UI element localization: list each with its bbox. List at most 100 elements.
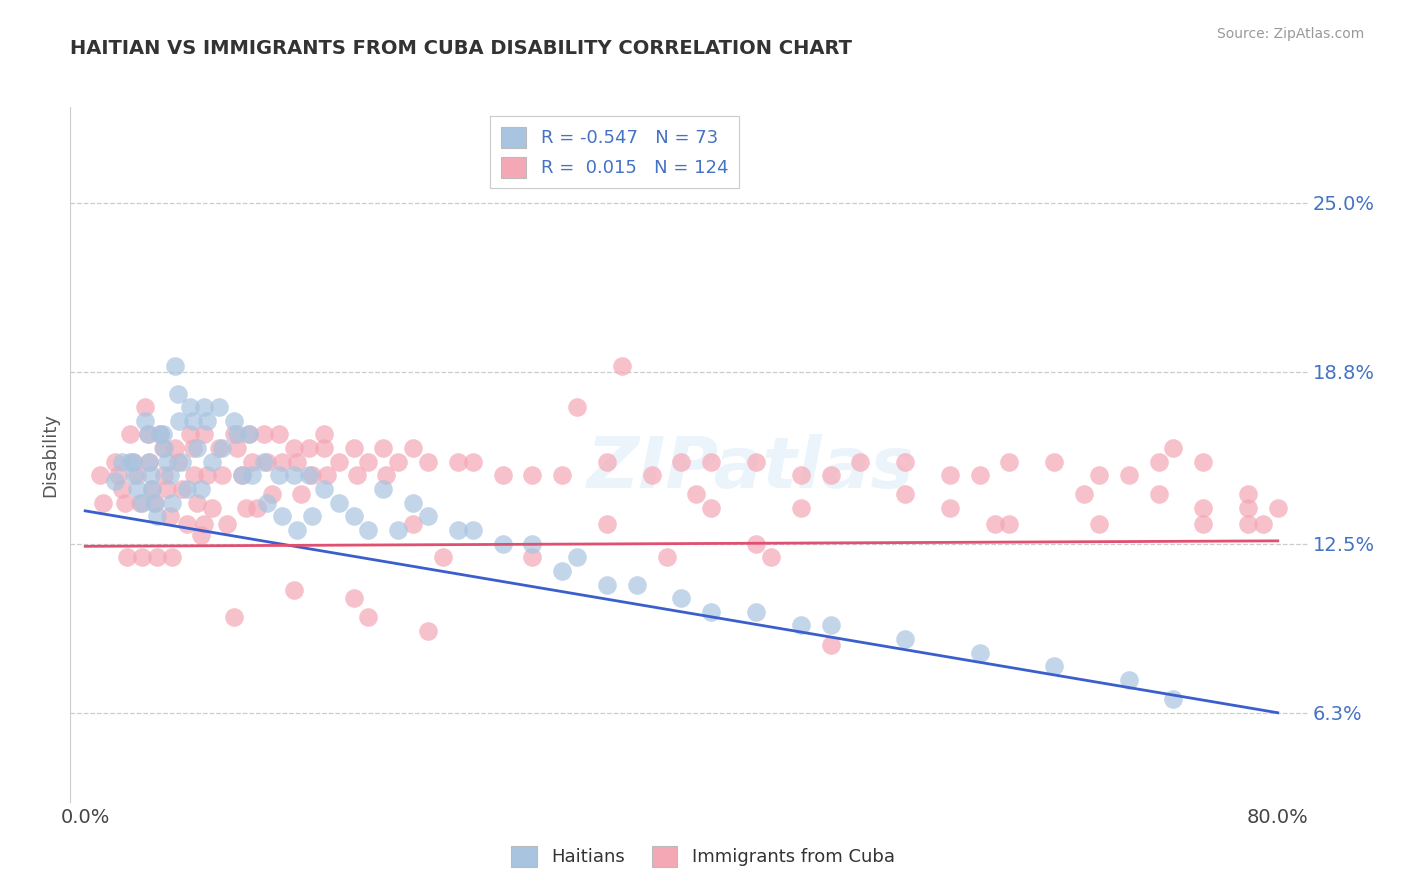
Point xyxy=(759,550,782,565)
Point xyxy=(596,517,619,532)
Point xyxy=(104,474,127,488)
Point xyxy=(271,509,294,524)
Point xyxy=(939,468,962,483)
Point xyxy=(134,414,156,428)
Point xyxy=(1237,517,1260,532)
Point xyxy=(461,523,484,537)
Legend: Haitians, Immigrants from Cuba: Haitians, Immigrants from Cuba xyxy=(505,838,901,874)
Point xyxy=(820,618,842,632)
Point xyxy=(114,496,136,510)
Point xyxy=(283,582,305,597)
Point xyxy=(551,564,574,578)
Point xyxy=(820,638,842,652)
Point xyxy=(416,624,439,638)
Point xyxy=(700,605,723,619)
Point xyxy=(267,427,290,442)
Point xyxy=(142,496,165,510)
Point xyxy=(141,482,163,496)
Point xyxy=(387,523,409,537)
Point xyxy=(416,455,439,469)
Point xyxy=(522,536,544,550)
Point xyxy=(1147,487,1170,501)
Point xyxy=(447,455,470,469)
Point xyxy=(127,482,149,496)
Point xyxy=(357,455,380,469)
Point xyxy=(136,427,159,442)
Point xyxy=(820,468,842,483)
Point xyxy=(89,468,111,483)
Point xyxy=(181,441,204,455)
Point xyxy=(745,455,768,469)
Point xyxy=(373,482,395,496)
Point xyxy=(1163,441,1185,455)
Point xyxy=(193,517,215,532)
Point xyxy=(201,501,224,516)
Point xyxy=(1163,692,1185,706)
Point xyxy=(181,414,204,428)
Point xyxy=(145,509,167,524)
Point xyxy=(186,441,208,455)
Point xyxy=(461,455,484,469)
Point xyxy=(522,468,544,483)
Point xyxy=(1088,517,1111,532)
Point xyxy=(1073,487,1095,501)
Point xyxy=(998,517,1021,532)
Point xyxy=(186,496,208,510)
Point xyxy=(240,468,263,483)
Point xyxy=(115,550,138,565)
Point xyxy=(231,468,253,483)
Point xyxy=(167,414,190,428)
Point xyxy=(179,427,201,442)
Legend: R = -0.547   N = 73, R =  0.015   N = 124: R = -0.547 N = 73, R = 0.015 N = 124 xyxy=(491,116,740,188)
Point xyxy=(122,455,145,469)
Point xyxy=(402,517,425,532)
Point xyxy=(91,496,114,510)
Point xyxy=(193,427,215,442)
Point xyxy=(969,468,991,483)
Point xyxy=(522,550,544,565)
Point xyxy=(626,577,648,591)
Point xyxy=(197,414,219,428)
Point xyxy=(156,482,179,496)
Point xyxy=(166,455,188,469)
Point xyxy=(138,455,160,469)
Point xyxy=(745,536,768,550)
Point xyxy=(312,441,335,455)
Point xyxy=(596,577,619,591)
Point xyxy=(138,455,160,469)
Point xyxy=(215,517,238,532)
Point xyxy=(685,487,707,501)
Point xyxy=(159,509,181,524)
Text: Source: ZipAtlas.com: Source: ZipAtlas.com xyxy=(1216,27,1364,41)
Point xyxy=(1043,659,1066,673)
Point xyxy=(208,441,231,455)
Point xyxy=(640,468,662,483)
Point xyxy=(1251,517,1274,532)
Point xyxy=(256,455,278,469)
Point xyxy=(271,455,294,469)
Point xyxy=(131,550,153,565)
Point xyxy=(969,646,991,660)
Point xyxy=(402,496,425,510)
Point xyxy=(298,441,321,455)
Point xyxy=(260,487,283,501)
Point xyxy=(246,501,269,516)
Point xyxy=(1237,487,1260,501)
Point xyxy=(226,427,249,442)
Point xyxy=(491,468,513,483)
Point xyxy=(190,528,212,542)
Point xyxy=(179,400,201,414)
Point xyxy=(790,468,813,483)
Point xyxy=(224,610,246,624)
Point xyxy=(432,550,454,565)
Point xyxy=(894,455,917,469)
Point xyxy=(373,441,395,455)
Point xyxy=(416,509,439,524)
Point xyxy=(118,455,141,469)
Point xyxy=(671,591,693,606)
Point xyxy=(1192,501,1215,516)
Point xyxy=(671,455,693,469)
Point xyxy=(655,550,678,565)
Point xyxy=(152,441,174,455)
Point xyxy=(790,618,813,632)
